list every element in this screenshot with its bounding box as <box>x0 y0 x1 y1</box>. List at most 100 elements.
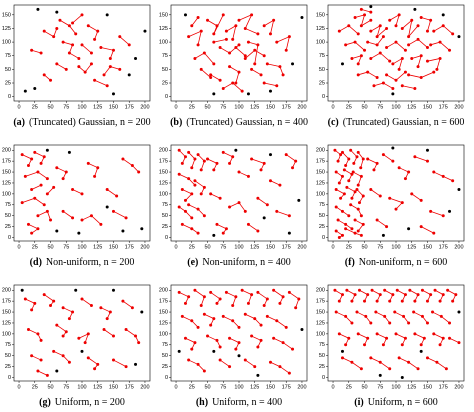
node <box>359 174 363 178</box>
node <box>243 209 247 213</box>
node <box>49 78 53 82</box>
node <box>340 150 344 154</box>
node <box>246 40 250 44</box>
x-tick-label: 50 <box>204 384 210 390</box>
node <box>30 188 34 192</box>
node <box>89 304 93 308</box>
y-tick-label: 50 <box>162 213 168 219</box>
node <box>265 314 269 318</box>
node <box>429 18 433 22</box>
node <box>237 70 241 74</box>
node <box>86 161 90 165</box>
node <box>284 325 288 329</box>
node <box>419 225 423 229</box>
x-tick-label: 75 <box>377 384 383 390</box>
node <box>237 341 241 345</box>
caption-label: (g) <box>39 397 51 408</box>
x-tick-label: 100 <box>77 244 86 250</box>
node <box>218 297 222 301</box>
node <box>36 369 40 373</box>
node <box>137 170 141 174</box>
node <box>385 46 389 50</box>
node <box>209 290 213 294</box>
node <box>400 84 404 88</box>
node <box>407 43 411 47</box>
node <box>67 24 71 28</box>
y-tick-label: 175 <box>2 299 11 305</box>
y-tick-label: 150 <box>159 310 168 316</box>
node <box>378 24 382 28</box>
node <box>394 78 398 82</box>
node <box>344 343 348 347</box>
node <box>359 166 363 170</box>
node <box>234 347 238 351</box>
caption-text: Uniform, n = 400 <box>212 397 282 408</box>
y-tick-label: 0 <box>165 235 168 241</box>
node <box>118 35 122 39</box>
node <box>388 59 392 63</box>
node <box>177 349 181 353</box>
y-tick-label: 0 <box>8 94 11 100</box>
node <box>202 312 206 316</box>
node <box>183 155 187 159</box>
x-tick-label: 125 <box>250 104 259 110</box>
x-tick-label: 200 <box>297 104 306 110</box>
node <box>429 293 433 297</box>
node <box>111 358 115 362</box>
node <box>218 345 222 349</box>
node <box>89 214 93 218</box>
y-tick-label: 100 <box>2 191 11 197</box>
plot-frame <box>327 144 465 242</box>
node <box>420 314 424 318</box>
x-tick-label: 25 <box>346 384 352 390</box>
node <box>347 336 351 340</box>
node <box>419 343 423 347</box>
node <box>356 62 360 66</box>
node <box>215 222 219 226</box>
x-tick-label: 25 <box>189 384 195 390</box>
node <box>206 157 210 161</box>
node <box>36 227 40 231</box>
node <box>344 314 348 318</box>
caption-text: Uniform, n = 200 <box>55 397 125 408</box>
x-tick-label: 50 <box>47 244 53 250</box>
y-tick-label: 100 <box>2 40 11 46</box>
node <box>363 343 367 347</box>
node <box>425 356 429 360</box>
caption: (e) Non-uniform, n = 400 <box>187 257 291 268</box>
node <box>193 157 197 161</box>
node <box>340 349 344 353</box>
plot-frame <box>327 4 465 102</box>
node <box>30 354 34 358</box>
node <box>402 314 406 318</box>
node <box>180 222 184 226</box>
node <box>130 164 134 168</box>
node <box>134 334 138 338</box>
node <box>262 216 266 220</box>
node <box>372 168 376 172</box>
node <box>39 358 43 362</box>
node <box>256 373 260 377</box>
node <box>39 338 43 342</box>
node <box>391 62 395 66</box>
node <box>111 334 115 338</box>
node <box>351 170 355 174</box>
node <box>412 310 416 314</box>
y-tick-label: 100 <box>2 331 11 337</box>
node <box>375 76 379 80</box>
x-tick-label: 150 <box>423 384 432 390</box>
y-tick-label: 25 <box>5 80 11 86</box>
node <box>33 86 37 90</box>
node <box>391 293 395 297</box>
node <box>388 18 392 22</box>
node <box>369 29 373 33</box>
x-tick-label: 200 <box>454 244 463 250</box>
node <box>378 373 382 377</box>
node <box>45 192 49 196</box>
node <box>300 16 304 20</box>
node <box>388 299 392 303</box>
y-tick-label: 100 <box>159 40 168 46</box>
node <box>407 170 411 174</box>
node <box>193 288 197 292</box>
node <box>243 56 247 60</box>
